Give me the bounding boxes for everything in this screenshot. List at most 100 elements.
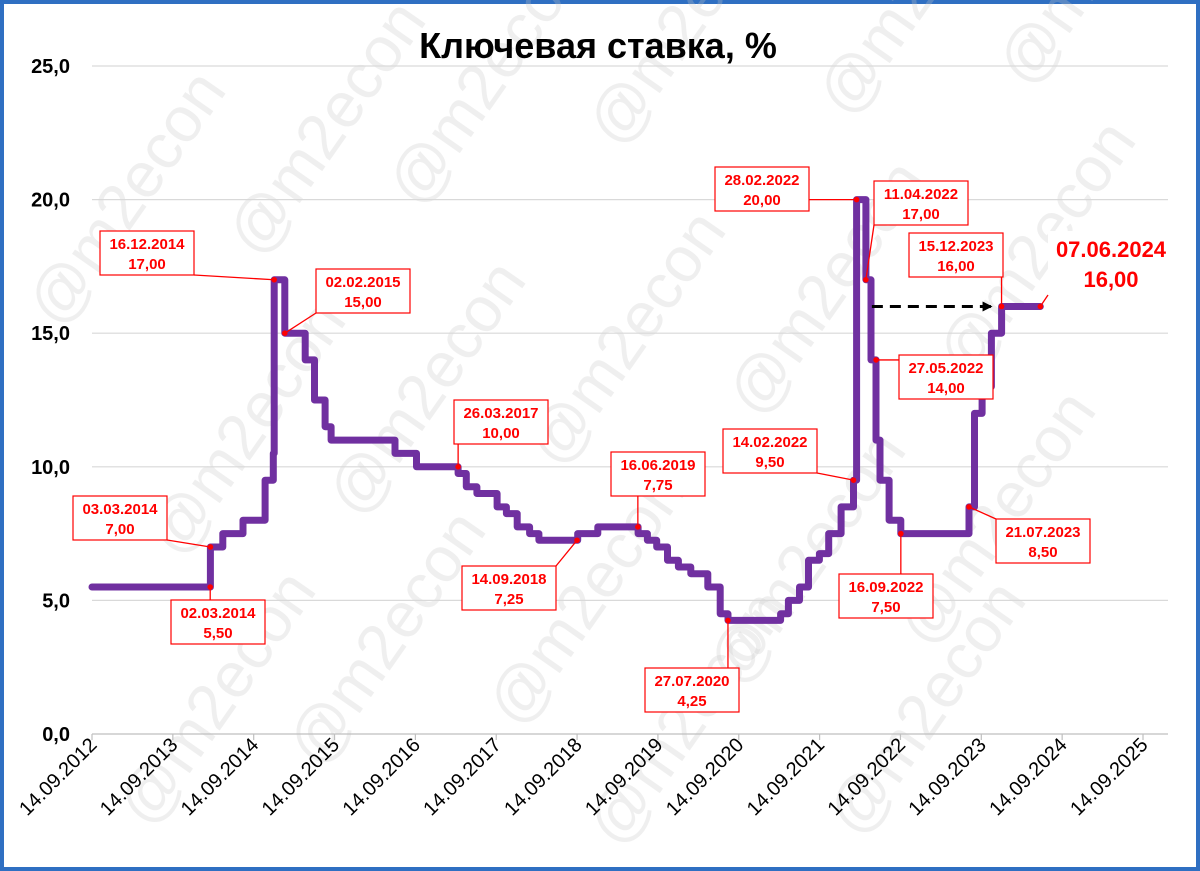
annotation-date: 14.02.2022 [732,434,807,451]
y-tick-label: 20,0 [31,190,70,212]
annotation-value: 14,00 [927,380,965,397]
annotation-date: 16.06.2019 [620,457,695,474]
annotation-point [574,537,580,544]
annotation-leader [193,274,275,281]
annotation-callout: 16.12.2014 17,00 [99,230,277,283]
annotation-callout: 14.02.2022 9,50 [722,428,857,483]
annotation-box [610,451,706,497]
annotation-value: 8,50 [1028,544,1057,561]
annotation-box [315,268,411,314]
annotation-point [966,504,972,510]
annotation-value: 4,25 [677,693,706,710]
watermark-text: @m2econ [272,497,499,778]
annotation-callout: 11.04.2022 17,00 [863,180,969,283]
annotation-date: 28.02.2022 [724,172,799,189]
annotation-box [995,518,1091,564]
annotation-point [1037,303,1044,310]
annotation-value: 7,75 [643,477,672,494]
watermark-text: @m2econ [572,0,799,158]
annotation-value: 7,50 [871,599,900,616]
annotation-box [722,428,818,474]
annotation-point [207,544,214,550]
annotation-callout: 15.12.2023 16,00 [908,232,1005,310]
annotation-value: 20,00 [743,192,781,209]
annotation-box [908,232,1004,278]
key-rate-series-line [88,196,1044,624]
annotation-leader [284,312,317,334]
annotation-callout: 27.07.2020 4,25 [644,617,740,713]
annotation-box [72,495,168,541]
annotation-point [207,584,214,590]
annotation-point [850,477,857,483]
annotation-leader [166,539,211,548]
annotation-date: 03.03.2014 [82,501,158,518]
annotation-value: 10,00 [482,425,520,442]
annotation-leader [968,506,997,520]
annotation-point [873,357,879,363]
annotation-box [1048,231,1174,295]
annotation-point [271,276,277,283]
annotation-box [873,180,969,226]
annotation-box [170,599,266,645]
annotation-box [714,166,810,212]
x-tick-label: 14.09.2025 [1066,734,1152,820]
annotation-value: 7,00 [105,521,134,538]
annotation-callout: 16.09.2022 7,50 [838,530,934,619]
annotation-box [461,565,557,611]
annotation-point [725,617,731,624]
y-tick-label: 0,0 [42,724,70,746]
annotation-callout: 07.06.2024 16,00 [1037,231,1174,310]
annotation-callout: 26.03.2017 10,00 [453,399,549,470]
y-tick-label: 5,0 [42,590,70,612]
annotation-value: 16,00 [1083,267,1138,292]
annotation-date: 15.12.2023 [918,238,993,255]
annotation-value: 15,00 [344,294,382,311]
annotation-point [998,303,1005,310]
watermark-text: @m2econ [982,0,1200,98]
annotation-point [455,464,461,470]
annotation-callout: 14.09.2018 7,25 [461,537,580,611]
annotation-date: 27.07.2020 [654,673,729,690]
annotation-date: 02.02.2015 [325,274,400,291]
annotation-callout: 28.02.2022 20,00 [714,166,860,212]
annotation-callout: 27.05.2022 14,00 [873,354,994,400]
annotation-callout: 02.03.2014 5,50 [170,584,266,645]
annotation-date: 16.12.2014 [109,236,185,253]
x-tick-label: 14.09.2024 [985,734,1071,820]
annotation-leader [816,472,854,481]
watermark-layer: @m2econ@m2econ@m2econ@m2econ@m2econ@m2ec… [12,0,1200,858]
annotation-date: 11.04.2022 [884,186,958,203]
annotation-box [99,230,195,276]
annotation-box [453,399,549,445]
annotation-point [853,196,860,203]
annotation-callout: 16.06.2019 7,75 [610,451,706,530]
annotation-point [282,330,288,337]
x-tick-label: 14.09.2012 [15,734,101,820]
annotation-date: 26.03.2017 [463,405,538,422]
annotation-callout: 03.03.2014 7,00 [72,495,214,550]
annotation-callout: 02.02.2015 15,00 [282,268,411,337]
annotation-box [838,573,934,619]
y-tick-label: 25,0 [31,56,70,78]
annotation-date: 16.09.2022 [848,579,923,596]
annotations-layer: 03.03.2014 7,00 02.03.2014 5,50 16.12.2014 17… [72,166,1174,713]
annotation-box [644,667,740,713]
chart-title: Ключевая ставка, % [419,25,777,66]
annotation-value: 9,50 [755,454,784,471]
y-tick-label: 10,0 [31,457,70,479]
annotation-value: 5,50 [203,625,232,642]
y-tick-label: 15,0 [31,323,70,345]
annotation-box [898,354,994,400]
annotation-callout: 21.07.2023 8,50 [966,504,1091,564]
annotation-point [898,530,904,537]
annotation-date: 27.05.2022 [908,360,983,377]
annotation-point [635,524,641,530]
annotation-point [863,276,869,283]
annotation-leader [555,539,578,567]
x-tick-label: 14.09.2017 [419,734,505,820]
series-layer [88,196,1044,624]
annotation-date: 07.06.2024 [1056,237,1167,262]
x-tick-label: 14.09.2018 [500,734,586,820]
